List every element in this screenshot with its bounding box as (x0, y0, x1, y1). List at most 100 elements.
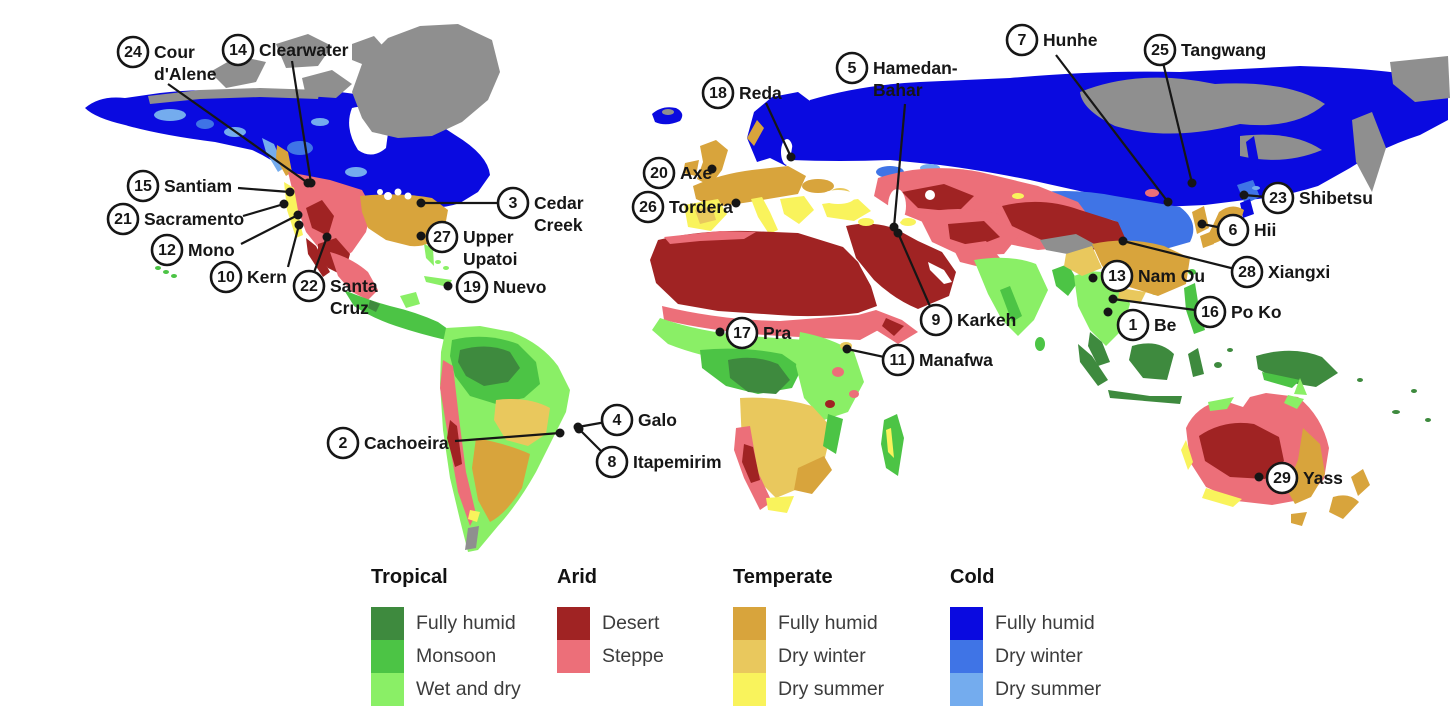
site-connector-line (1122, 239, 1248, 274)
site-location-dot (555, 428, 565, 438)
legend-swatch-cold_dry_winter (950, 640, 983, 673)
site-label: Po Ko (1231, 302, 1282, 322)
site-location-dot (416, 231, 426, 241)
site-marker-clearwater: 14 Clearwater (221, 33, 349, 188)
site-label: Karkeh (957, 310, 1016, 330)
legend-swatch-cold_fully_humid (950, 607, 983, 640)
site-number: 14 (229, 42, 247, 59)
legend-item: Steppe (557, 640, 664, 673)
site-number-badge (496, 186, 530, 220)
site-number-badge (116, 35, 150, 69)
site-location-dot (786, 152, 796, 162)
legend-swatch-arid_steppe (557, 640, 590, 673)
site-marker-xiangxi: 28 Xiangxi (1118, 236, 1330, 289)
site-label: Mono (188, 240, 235, 260)
legend-swatch-temperate_fully_humid (733, 607, 766, 640)
site-label: Manafwa (919, 350, 993, 370)
site-connector-line (286, 224, 301, 268)
site-marker-reda: 18 Reda (701, 76, 796, 162)
site-label: Bahar (873, 80, 923, 100)
site-number-badge (1216, 213, 1250, 247)
site-label: Pra (763, 323, 791, 343)
site-marker-cachoeira: 2 Cachoeira (326, 426, 565, 460)
legend-item-label: Fully humid (778, 612, 878, 634)
site-location-dot (322, 232, 332, 242)
greenland-iceland (352, 24, 683, 138)
site-marker-hii: 6 Hii (1197, 213, 1276, 247)
site-label: Axe (680, 163, 712, 183)
site-number: 29 (1273, 470, 1291, 487)
site-number: 27 (433, 229, 451, 246)
site-number-badge (642, 156, 676, 190)
site-number: 19 (463, 279, 481, 296)
legend-item: Dry summer (950, 673, 1101, 706)
site-label: Upatoi (463, 249, 517, 269)
site-label: Reda (739, 83, 782, 103)
site-label: Nuevo (493, 277, 546, 297)
site-number-badge (326, 426, 360, 460)
site-label: Galo (638, 410, 677, 430)
site-number-badge (701, 76, 735, 110)
legend-swatch-tropical_monsoon (371, 640, 404, 673)
site-connector-line (454, 431, 561, 443)
site-number: 12 (158, 242, 176, 259)
site-location-dot (1108, 294, 1118, 304)
site-label: Upper (463, 227, 514, 247)
site-marker-galo: 4 Galo (573, 403, 677, 437)
site-number: 28 (1238, 264, 1256, 281)
site-location-dot (893, 228, 903, 238)
legend-item-label: Dry winter (995, 645, 1083, 667)
site-location-dot (715, 327, 725, 337)
site-connector-line (1055, 54, 1169, 203)
site-location-dot (731, 198, 741, 208)
site-number-badge (631, 190, 665, 224)
site-connector-line (1158, 49, 1194, 184)
site-location-dot (1118, 236, 1128, 246)
site-marker-hamedan-bahar: 5 Hamedan-Bahar (835, 51, 958, 232)
site-connector-line (240, 214, 299, 245)
site-number: 11 (890, 352, 907, 369)
legend-item: Fully humid (950, 607, 1101, 640)
site-marker-nam-ou: 13 Nam Ou (1088, 259, 1205, 293)
site-marker-santiam: 15 Santiam (126, 169, 295, 203)
site-location-dot (707, 164, 717, 174)
legend-swatch-cold_dry_summer (950, 673, 983, 706)
site-number: 24 (124, 44, 142, 61)
legend-swatch-tropical_wet_dry (371, 673, 404, 706)
site-location-dot (842, 344, 852, 354)
site-label: Cedar (534, 193, 584, 213)
legend-item-label: Fully humid (995, 612, 1095, 634)
site-location-dot (303, 178, 313, 188)
site-label: d'Alene (154, 64, 217, 84)
site-location-dot (293, 210, 303, 220)
site-marker-tangwang: 25 Tangwang (1143, 33, 1266, 188)
site-label: Santiam (164, 176, 232, 196)
site-label: Cruz (330, 298, 369, 318)
continent-africa (650, 230, 918, 513)
legend-group-arid: Arid Desert Steppe (557, 566, 664, 673)
site-connector-line (237, 186, 291, 194)
legend-item: Dry winter (950, 640, 1101, 673)
site-marker-yass: 29 Yass (1254, 461, 1343, 495)
site-location-dot (1254, 472, 1264, 482)
site-location-dot (1103, 307, 1113, 317)
site-number-badge (126, 169, 160, 203)
site-location-dot (1197, 219, 1207, 229)
site-number: 18 (709, 85, 727, 102)
site-number: 5 (848, 60, 857, 77)
site-number: 10 (217, 269, 235, 286)
legend-item-label: Wet and dry (416, 678, 521, 700)
site-number-badge (1005, 23, 1039, 57)
site-number-badge (881, 343, 915, 377)
site-number-badge (600, 403, 634, 437)
site-number-badge (455, 270, 489, 304)
site-number-badge (835, 51, 869, 85)
site-label: Hamedan- (873, 58, 958, 78)
site-location-dot (1239, 190, 1249, 200)
site-connector-line (290, 60, 313, 184)
site-label: Cour (154, 42, 195, 62)
site-location-dot (1163, 197, 1173, 207)
